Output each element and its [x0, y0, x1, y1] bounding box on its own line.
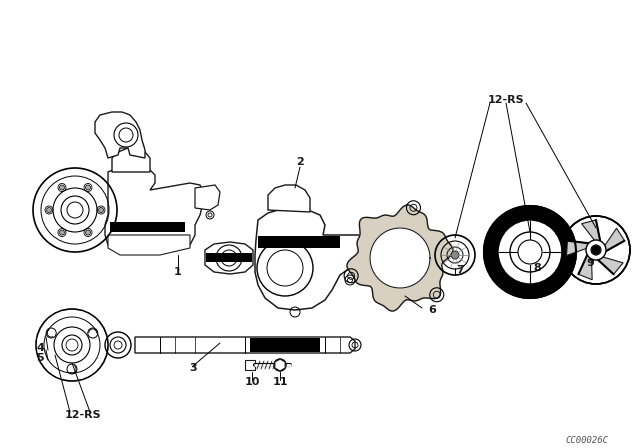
Polygon shape — [195, 185, 220, 210]
Circle shape — [60, 230, 65, 235]
Circle shape — [562, 216, 630, 284]
Polygon shape — [245, 360, 255, 370]
Text: 5: 5 — [36, 353, 44, 363]
Circle shape — [47, 207, 51, 212]
Polygon shape — [205, 242, 253, 274]
Circle shape — [99, 207, 104, 212]
Polygon shape — [347, 205, 453, 311]
Text: 12-RS: 12-RS — [488, 95, 525, 105]
Polygon shape — [591, 254, 623, 274]
Text: CC00026C: CC00026C — [565, 435, 608, 444]
Polygon shape — [110, 222, 185, 232]
Text: 6: 6 — [428, 305, 436, 315]
Polygon shape — [566, 241, 598, 255]
Polygon shape — [268, 185, 310, 212]
Text: 9: 9 — [586, 258, 594, 268]
Polygon shape — [108, 235, 190, 255]
Polygon shape — [206, 253, 252, 262]
Circle shape — [586, 240, 606, 260]
Wedge shape — [484, 206, 576, 298]
Circle shape — [86, 230, 90, 235]
Polygon shape — [370, 228, 430, 288]
Circle shape — [86, 185, 90, 190]
Polygon shape — [135, 337, 355, 353]
Polygon shape — [582, 220, 602, 250]
Polygon shape — [579, 246, 592, 280]
Polygon shape — [95, 112, 145, 158]
Polygon shape — [255, 210, 380, 310]
Text: 1: 1 — [174, 267, 182, 277]
Text: 12-RS: 12-RS — [65, 410, 102, 420]
Circle shape — [60, 185, 65, 190]
Circle shape — [451, 251, 459, 259]
Polygon shape — [112, 148, 150, 172]
Polygon shape — [598, 228, 625, 256]
Text: 7: 7 — [456, 265, 464, 275]
Text: 8: 8 — [533, 263, 541, 273]
Text: 2: 2 — [296, 157, 304, 167]
Text: 3: 3 — [189, 363, 197, 373]
Circle shape — [484, 206, 576, 298]
Text: 10: 10 — [244, 377, 260, 387]
Text: 11: 11 — [272, 377, 288, 387]
Polygon shape — [105, 162, 205, 250]
Text: 4: 4 — [36, 343, 44, 353]
Polygon shape — [250, 338, 320, 352]
Polygon shape — [258, 236, 340, 248]
